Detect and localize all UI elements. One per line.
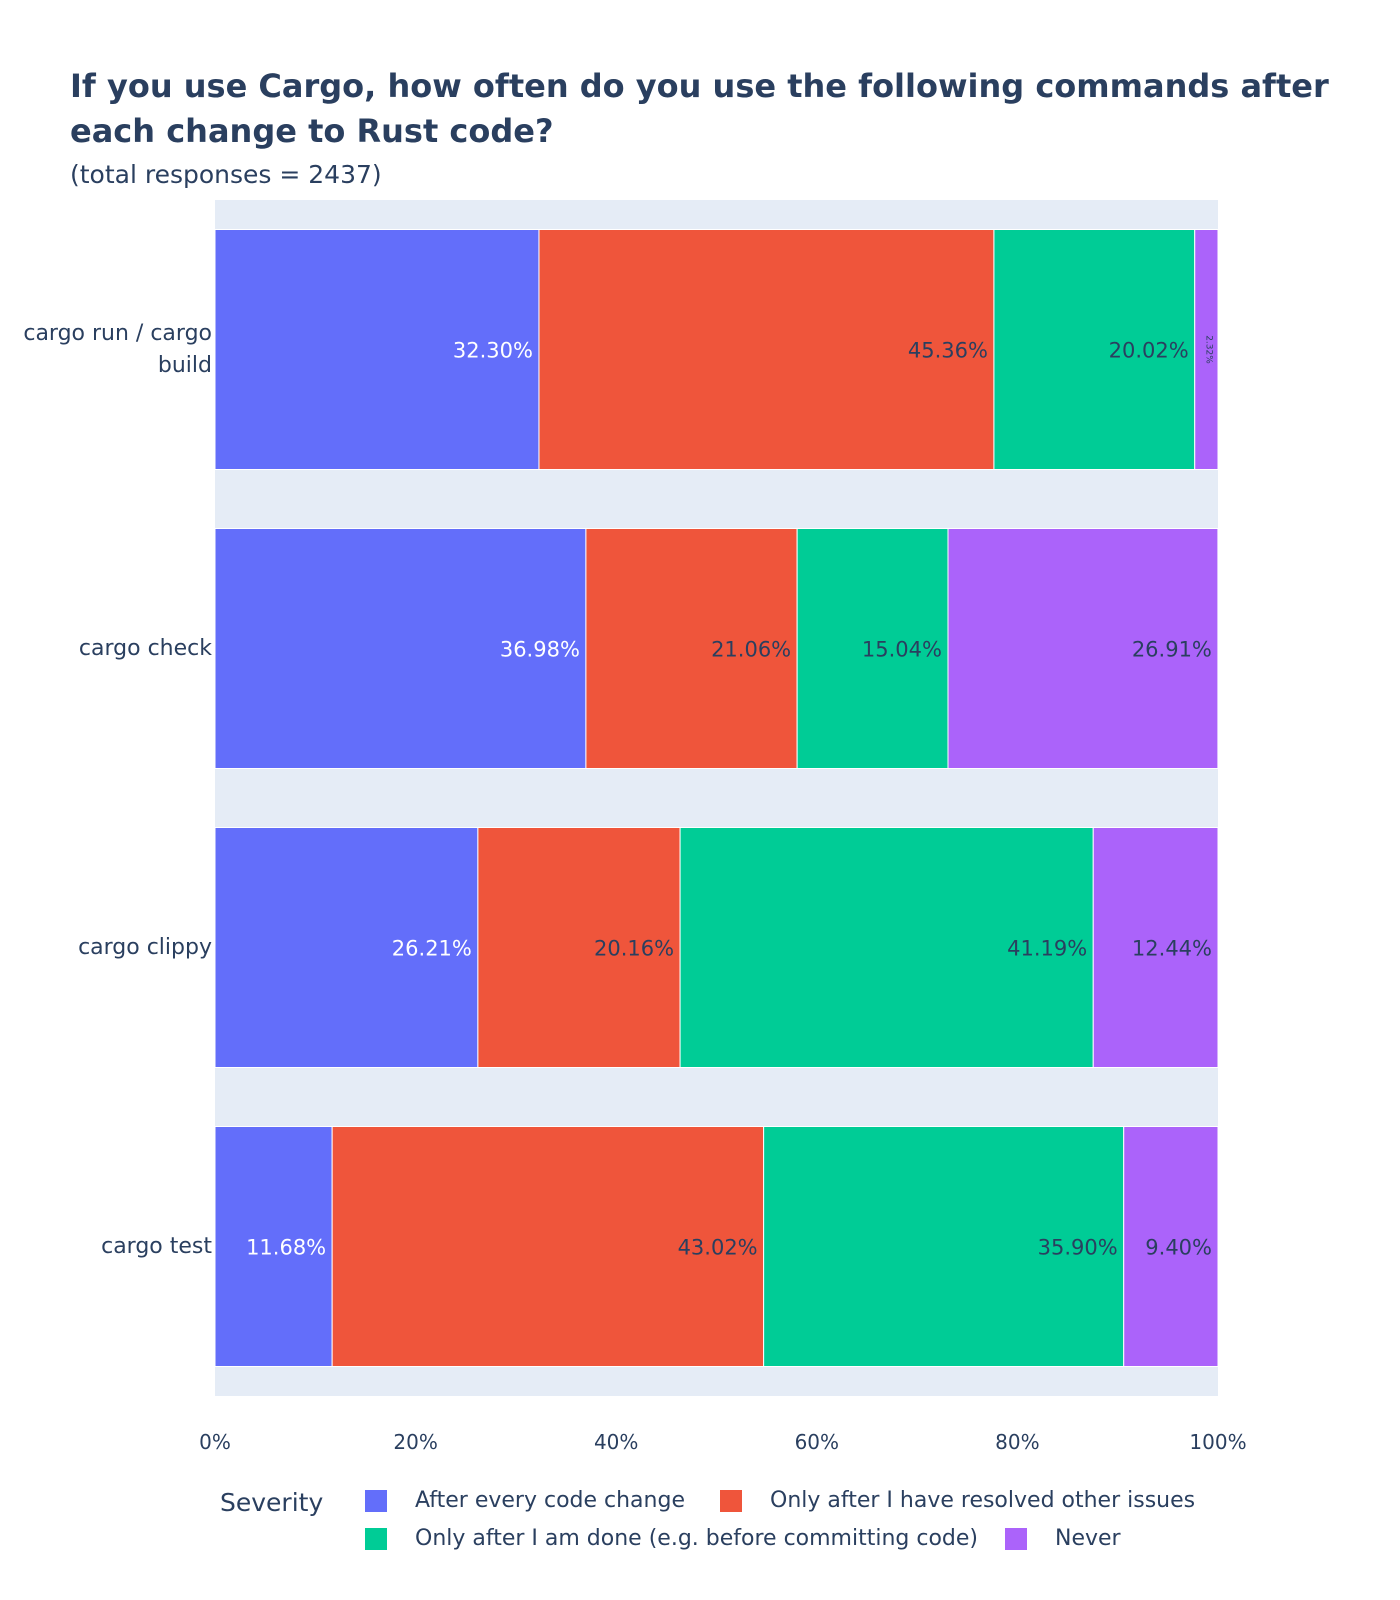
bar-value-label: 9.40%: [1145, 1236, 1212, 1260]
bar-value-label: 26.91%: [1132, 638, 1212, 662]
x-tick-label: 100%: [1189, 1430, 1247, 1454]
bar-segment: [1123, 1126, 1219, 1367]
legend-item[interactable]: Only after I am done (e.g. before commit…: [365, 1526, 978, 1551]
x-tick-label: 20%: [393, 1430, 438, 1454]
bar-value-label: 41.19%: [1007, 937, 1087, 961]
bar-segment: [214, 1126, 333, 1367]
bar-segment: [214, 528, 587, 769]
category-label: cargo clippy: [78, 934, 212, 960]
chart-title: If you use Cargo, how often do you use t…: [70, 67, 1329, 150]
bar-segment: [679, 827, 1094, 1068]
bar-segment: [214, 827, 479, 1068]
bar-value-label: 20.02%: [1109, 339, 1189, 363]
bar-segment: [477, 827, 681, 1068]
category-label: cargo run / cargo build: [23, 320, 212, 378]
bar-value-label: 43.02%: [678, 1236, 758, 1260]
bar-segment: [993, 229, 1196, 470]
bar-segment: [585, 528, 798, 769]
bar-segment: [796, 528, 949, 769]
bar-value-label: 21.06%: [711, 638, 791, 662]
bar-segment: [1092, 827, 1219, 1068]
legend-swatch: [720, 1489, 742, 1512]
bar-value-label: 20.16%: [594, 937, 674, 961]
legend-swatch: [365, 1489, 387, 1512]
bar-segment: [1194, 229, 1219, 470]
bar-value-label: 45.36%: [908, 339, 988, 363]
category-label: cargo check: [78, 635, 212, 661]
legend-label: Never: [1055, 1526, 1121, 1551]
category-label: cargo test: [101, 1233, 212, 1259]
bar-value-label: 26.21%: [392, 937, 472, 961]
legend-item[interactable]: Never: [1005, 1526, 1121, 1551]
bar-segment: [947, 528, 1219, 769]
bar-value-label: 12.44%: [1132, 937, 1212, 961]
legend-label: Only after I have resolved other issues: [770, 1488, 1196, 1513]
bar-value-label: 32.30%: [453, 339, 533, 363]
bar-value-label: 35.90%: [1038, 1236, 1118, 1260]
bar-value-label: 15.04%: [862, 638, 942, 662]
chart-subtitle: (total responses = 2437): [70, 160, 382, 189]
legend-swatch: [365, 1527, 387, 1550]
legend-title: Severity: [220, 1488, 324, 1517]
bar-value-label: 36.98%: [500, 638, 580, 662]
bar-segment: [331, 1126, 765, 1367]
legend-item[interactable]: Only after I have resolved other issues: [720, 1488, 1195, 1513]
bar-segment: [763, 1126, 1125, 1367]
bar-segment: [538, 229, 995, 470]
bar-value-label: 11.68%: [246, 1236, 326, 1260]
x-tick-label: 40%: [593, 1430, 639, 1454]
bar-value-label: 2.32%: [1203, 335, 1213, 364]
legend-item[interactable]: After every code change: [365, 1488, 685, 1513]
x-tick-label: 80%: [995, 1430, 1040, 1454]
x-tick-label: 60%: [794, 1430, 840, 1454]
legend-label: After every code change: [415, 1488, 685, 1513]
x-tick-label: 0%: [199, 1430, 231, 1454]
bar-segment: [214, 229, 540, 470]
legend-label: Only after I am done (e.g. before commit…: [415, 1526, 978, 1551]
legend-swatch: [1005, 1527, 1027, 1550]
